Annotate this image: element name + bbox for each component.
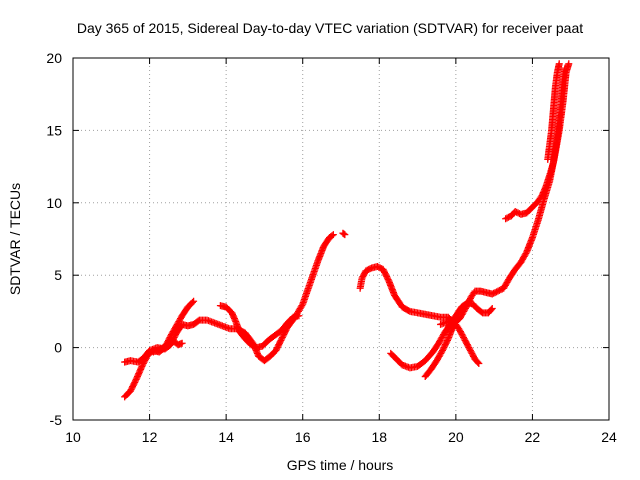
data-point [190, 297, 198, 305]
tick-labels: 10 12 14 16 18 20 22 24 -5 0 5 10 15 20 [46, 50, 617, 445]
x-axis-label: GPS time / hours [287, 457, 394, 473]
y-tick-label: -5 [50, 412, 63, 428]
data-point [295, 312, 303, 320]
data-point [341, 231, 349, 239]
data-series [339, 229, 349, 239]
grid-lines [73, 58, 609, 420]
data-point [328, 232, 336, 240]
data-series [216, 302, 303, 352]
data-series [437, 316, 458, 328]
data-point [555, 60, 563, 68]
x-tick-label: 20 [448, 429, 464, 445]
x-tick-label: 14 [218, 429, 234, 445]
data-point [178, 339, 186, 347]
y-tick-label: 15 [46, 122, 62, 138]
x-tick-label: 12 [142, 429, 158, 445]
data-point [488, 305, 496, 313]
data-point [450, 316, 458, 324]
data-point [329, 231, 337, 239]
y-tick-label: 20 [46, 50, 62, 66]
data-point [561, 64, 569, 72]
x-tick-label: 18 [371, 429, 387, 445]
tick-marks [72, 57, 610, 421]
data-point [565, 60, 573, 68]
data-point [298, 302, 306, 310]
data-point [188, 298, 196, 306]
data-series [502, 64, 569, 223]
data-series [356, 60, 573, 327]
x-tick-label: 16 [295, 429, 311, 445]
y-tick-label: 0 [54, 340, 62, 356]
data-point [487, 306, 495, 314]
plot-frame [72, 57, 610, 421]
x-tick-label: 24 [601, 429, 617, 445]
data-series [149, 336, 186, 356]
chart-title: Day 365 of 2015, Sidereal Day-to-day VTE… [77, 20, 583, 36]
data-points [121, 60, 573, 401]
x-tick-label: 22 [525, 429, 541, 445]
data-series [544, 60, 563, 163]
data-point [475, 360, 483, 368]
data-point [340, 230, 348, 238]
x-tick-label: 10 [65, 429, 81, 445]
data-series [421, 320, 483, 381]
y-axis-label: SDTVAR / TECUs [7, 183, 23, 295]
data-series [121, 231, 337, 366]
y-tick-label: 10 [46, 195, 62, 211]
y-tick-label: 5 [54, 267, 62, 283]
data-point [474, 358, 482, 366]
